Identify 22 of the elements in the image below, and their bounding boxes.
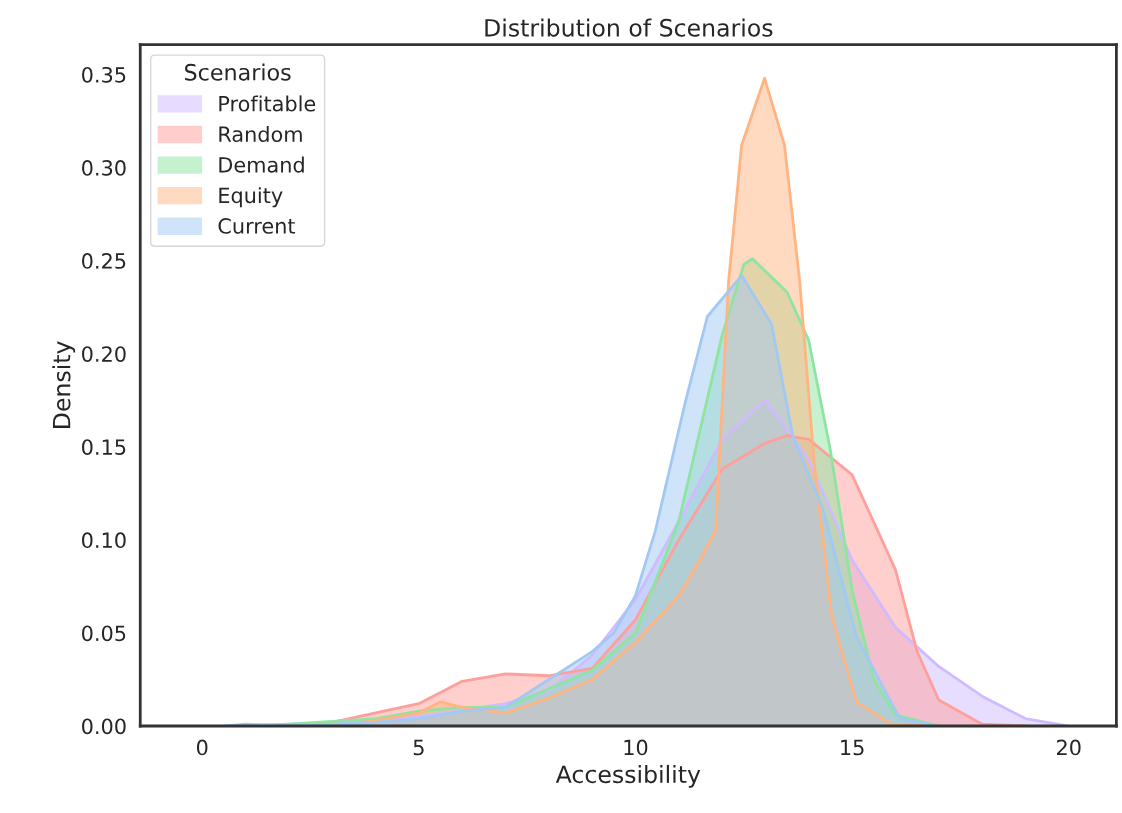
legend-label: Current: [218, 218, 296, 234]
y-tick-label: 0.30: [82, 160, 126, 176]
y-tick-label: 0.20: [82, 346, 126, 362]
legend-label: Demand: [219, 156, 304, 173]
legend-title: Scenarios: [185, 63, 291, 81]
chart-title: Distribution of Scenarios: [485, 18, 773, 37]
y-tick-label: 0.35: [82, 66, 126, 83]
x-tick-label: 20: [1057, 739, 1081, 756]
x-tick-label: 0: [196, 739, 208, 756]
y-tick-label: 0.25: [82, 253, 126, 269]
legend-label: Profitable: [219, 95, 316, 112]
legend-label: Equity: [219, 187, 283, 208]
x-axis-title: Accessibility: [555, 764, 701, 788]
y-tick-label: 0.00: [82, 718, 126, 735]
legend-label: Random: [219, 125, 302, 143]
y-tick-label: 0.05: [82, 625, 126, 642]
y-tick-label: 0.10: [82, 532, 126, 549]
x-tick-label: 10: [624, 739, 648, 756]
x-tick-label: 15: [841, 739, 864, 756]
x-tick-label: 5: [413, 739, 424, 756]
y-tick-label: 0.15: [82, 439, 126, 455]
y-axis-title: Density: [52, 341, 76, 428]
